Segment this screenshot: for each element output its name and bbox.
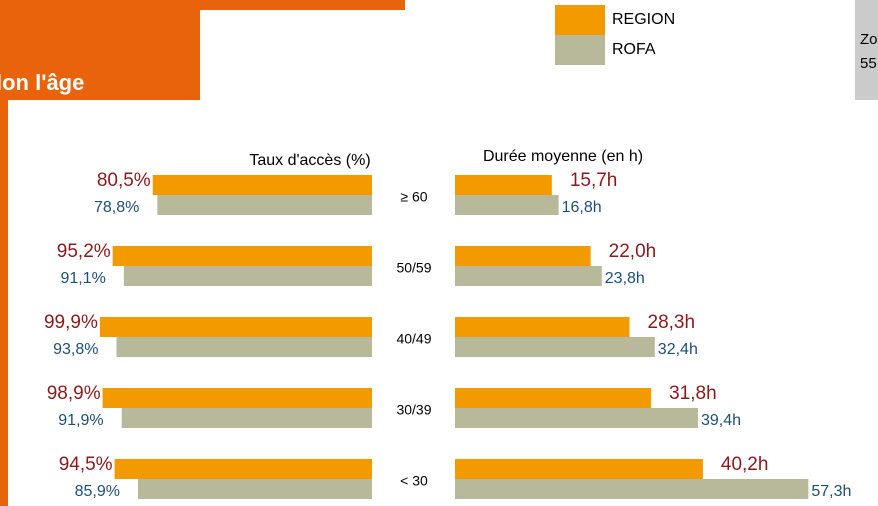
value-label: 98,9% — [47, 383, 101, 404]
side-note: 55 — [860, 55, 877, 72]
legend-swatch — [555, 35, 605, 65]
bar — [455, 337, 655, 357]
bar — [112, 246, 372, 266]
value-label: 28,3h — [648, 312, 696, 333]
value-label: 94,5% — [59, 454, 113, 475]
value-label: 91,1% — [60, 270, 105, 287]
value-label: 40,2h — [721, 454, 769, 475]
category-label: 50/59 — [396, 260, 431, 276]
bar — [114, 459, 372, 479]
bar — [455, 459, 703, 479]
category-label: ≥ 60 — [400, 189, 427, 205]
header-box — [0, 0, 200, 100]
value-label: 23,8h — [605, 270, 645, 287]
value-label: 93,8% — [53, 341, 98, 358]
bar — [121, 408, 372, 428]
value-label: 57,3h — [811, 483, 851, 500]
header-strip — [200, 0, 405, 10]
chart-title: Taux d'accès (%) — [249, 152, 370, 169]
value-label: 22,0h — [609, 241, 657, 262]
bar — [455, 195, 559, 215]
category-label: 40/49 — [396, 331, 431, 347]
value-label: 32,4h — [658, 341, 698, 358]
side-box — [855, 0, 878, 100]
legend-swatch — [555, 5, 605, 35]
category-label: 30/39 — [396, 402, 431, 418]
bar — [455, 175, 552, 195]
side-strip — [0, 100, 8, 506]
legend-label: REGION — [612, 11, 675, 28]
side-note: Zo — [860, 31, 878, 48]
bar — [455, 317, 630, 337]
bar — [102, 388, 372, 408]
bar — [455, 408, 698, 428]
bar — [455, 388, 652, 408]
bar — [99, 317, 372, 337]
value-label: 39,4h — [701, 412, 741, 429]
bar — [157, 195, 372, 215]
legend-label: ROFA — [612, 41, 656, 58]
value-label: 78,8% — [94, 199, 139, 216]
bar — [123, 266, 372, 286]
bar — [455, 246, 591, 266]
value-label: 16,8h — [562, 199, 602, 216]
bar — [455, 479, 809, 499]
bar — [455, 266, 602, 286]
value-label: 85,9% — [75, 483, 120, 500]
value-label: 15,7h — [570, 170, 618, 191]
bar — [116, 337, 372, 357]
value-label: 95,2% — [57, 241, 111, 262]
category-label: < 30 — [400, 473, 428, 489]
value-label: 99,9% — [44, 312, 98, 333]
value-label: 80,5% — [97, 170, 151, 191]
bar — [152, 175, 372, 195]
header-title: lon l'âge — [0, 70, 84, 95]
value-label: 31,8h — [669, 383, 717, 404]
bar — [138, 479, 372, 499]
chart-title: Durée moyenne (en h) — [483, 148, 643, 165]
value-label: 91,9% — [58, 412, 103, 429]
